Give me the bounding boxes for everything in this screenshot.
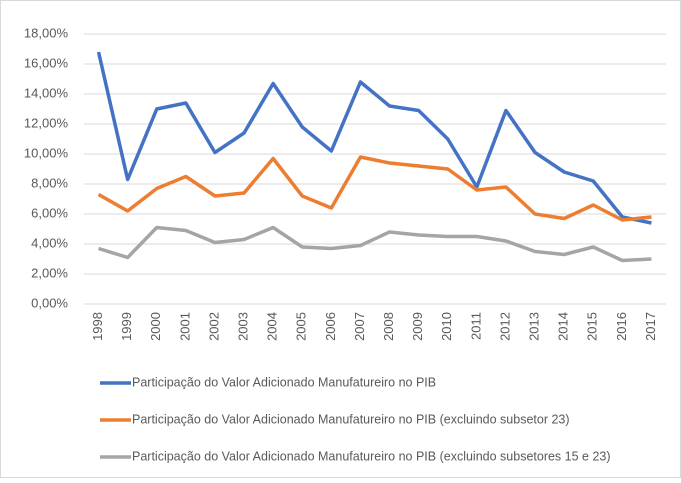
x-tick-label: 2012 [497, 312, 512, 341]
x-tick-label: 2001 [177, 312, 192, 341]
x-tick-label: 2011 [468, 312, 483, 340]
y-tick-label: 14,00% [24, 85, 69, 100]
x-tick-label: 2003 [235, 312, 250, 341]
x-tick-label: 2013 [526, 312, 541, 341]
x-tick-label: 2002 [206, 312, 221, 341]
legend-label: Participação do Valor Adicionado Manufat… [132, 412, 570, 426]
y-tick-label: 18,00% [24, 25, 69, 40]
y-tick-label: 12,00% [24, 115, 69, 130]
y-tick-label: 10,00% [24, 145, 69, 160]
x-tick-label: 2000 [148, 312, 163, 341]
series-line [96, 51, 652, 225]
x-tick-label: 2017 [643, 312, 658, 341]
x-tick-label: 2009 [410, 312, 425, 341]
x-tick-label: 2008 [381, 312, 396, 341]
x-tick-label: 1998 [90, 312, 105, 341]
x-tick-label: 2006 [323, 312, 338, 341]
x-tick-label: 2015 [585, 312, 600, 341]
x-tick-label: 2016 [614, 312, 629, 341]
x-tick-label: 1999 [119, 312, 134, 341]
series-line [98, 225, 652, 263]
legend-label: Participação do Valor Adicionado Manufat… [132, 375, 436, 389]
y-tick-label: 0,00% [31, 295, 68, 310]
y-tick-label: 8,00% [31, 175, 68, 190]
y-tick-label: 2,00% [31, 265, 68, 280]
series-line [97, 155, 652, 222]
x-tick-label: 2014 [556, 312, 571, 341]
x-tick-label: 2005 [294, 312, 309, 341]
legend-label: Participação do Valor Adicionado Manufat… [132, 449, 611, 463]
x-tick-label: 2004 [265, 312, 280, 341]
x-tick-label: 2010 [439, 312, 454, 341]
y-tick-label: 16,00% [24, 55, 69, 70]
y-tick-label: 4,00% [31, 235, 68, 250]
x-tick-label: 2007 [352, 312, 367, 341]
y-tick-label: 6,00% [31, 205, 68, 220]
